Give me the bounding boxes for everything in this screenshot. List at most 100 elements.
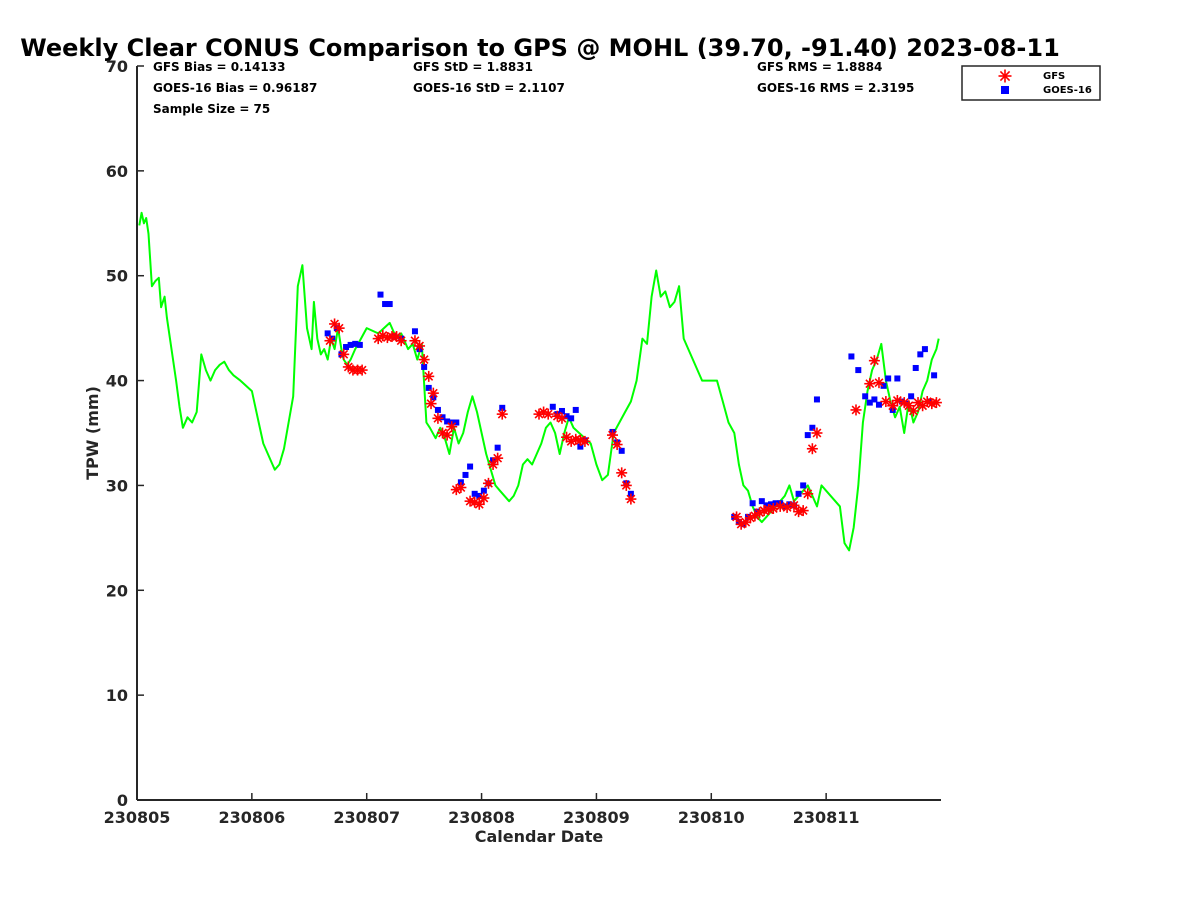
gfs-point xyxy=(478,492,490,504)
goes-point xyxy=(467,463,474,470)
y-tick-label: 0 xyxy=(117,791,128,810)
y-tick-label: 30 xyxy=(106,476,128,495)
gfs-point xyxy=(455,482,467,494)
goes-point xyxy=(444,418,451,425)
gfs-point xyxy=(487,458,499,470)
gfs-point xyxy=(432,412,444,424)
stats-annotations: GFS Bias = 0.14133 GOES-16 Bias = 0.9618… xyxy=(153,60,914,116)
goes-point xyxy=(931,372,938,379)
gfs-point xyxy=(324,335,336,347)
goes-point xyxy=(572,406,579,413)
goes-point xyxy=(855,367,862,374)
goes-point xyxy=(480,487,487,494)
goes-point xyxy=(871,396,878,403)
goes-point xyxy=(749,500,756,507)
goes-point xyxy=(382,301,389,308)
gfs-point xyxy=(731,511,743,523)
goes-point xyxy=(804,432,811,439)
gfs-point xyxy=(802,488,814,500)
x-tick-label: 230810 xyxy=(678,808,745,827)
y-tick-label: 40 xyxy=(106,372,128,391)
gfs-point xyxy=(620,479,632,491)
sample-size-label: Sample Size = 75 xyxy=(153,102,270,116)
legend-goes-label: GOES-16 xyxy=(1043,85,1092,96)
gfs-point xyxy=(333,322,345,334)
goes-rms-label: GOES-16 RMS = 2.3195 xyxy=(757,81,914,95)
goes-point xyxy=(921,346,928,353)
goes-point xyxy=(347,341,354,348)
gfs-std-label: GFS StD = 1.8831 xyxy=(413,60,533,74)
goes-point xyxy=(476,492,483,499)
gfs-point xyxy=(542,408,554,420)
goes-point xyxy=(800,482,807,489)
goes-point xyxy=(425,384,432,391)
axes: 0 10 20 30 40 50 60 70 230805 230806 230807 230808 2… xyxy=(104,57,941,827)
gfs-point xyxy=(441,429,453,441)
y-tick-label: 20 xyxy=(106,581,128,600)
goes-point xyxy=(848,353,855,360)
gfs-point xyxy=(907,405,919,417)
goes-point xyxy=(813,396,820,403)
goes-point xyxy=(894,375,901,382)
goes-point xyxy=(411,328,418,335)
legend-goes-marker xyxy=(1001,86,1009,94)
plot-area xyxy=(138,211,942,552)
goes-point xyxy=(917,351,924,358)
gfs-point xyxy=(338,348,350,360)
gfs-point xyxy=(356,364,368,376)
goes-point xyxy=(618,447,625,454)
x-tick-label: 230807 xyxy=(333,808,400,827)
gfs-point xyxy=(607,429,619,441)
chart-title: Weekly Clear CONUS Comparison to GPS @ M… xyxy=(20,34,1060,62)
x-tick-label: 230805 xyxy=(104,808,171,827)
goes-point xyxy=(763,502,770,509)
gfs-point xyxy=(797,505,809,517)
legend-box xyxy=(961,65,1101,101)
goes-point xyxy=(758,498,765,505)
gfs-point xyxy=(903,400,915,412)
gfs-point xyxy=(811,427,823,439)
y-tick-label: 70 xyxy=(106,57,128,76)
goes-point xyxy=(745,513,752,520)
goes-point xyxy=(754,508,761,515)
x-axis-label: Calendar Date xyxy=(475,827,604,846)
goes-point xyxy=(471,490,478,497)
goes-point xyxy=(880,382,887,389)
gfs-point xyxy=(579,435,591,447)
goes-std-label: GOES-16 StD = 2.1107 xyxy=(413,81,565,95)
gfs-point xyxy=(774,500,786,512)
goes-point xyxy=(866,399,873,406)
gfs-point xyxy=(473,498,485,510)
goes-point xyxy=(439,414,446,421)
goes-point xyxy=(434,406,441,413)
gfs-point xyxy=(616,467,628,479)
gfs-point xyxy=(873,377,885,389)
gfs-point xyxy=(427,387,439,399)
goes-point xyxy=(421,363,428,370)
goes-point xyxy=(862,393,869,400)
gfs-point xyxy=(864,378,876,390)
gfs-point xyxy=(418,354,430,366)
goes-point xyxy=(352,340,359,347)
goes-point xyxy=(386,301,393,308)
gfs-point xyxy=(437,427,449,439)
gfs-point xyxy=(921,396,933,408)
goes-point xyxy=(772,500,779,507)
goes-point xyxy=(875,401,882,408)
goes-point xyxy=(499,404,506,411)
goes-point xyxy=(577,443,584,450)
goes-point xyxy=(494,444,501,451)
gfs-point xyxy=(850,404,862,416)
gfs-point xyxy=(740,516,752,528)
goes-point xyxy=(558,407,565,414)
gfs-rms-label: GFS RMS = 1.8884 xyxy=(757,60,882,74)
gfs-point xyxy=(423,370,435,382)
goes-point xyxy=(795,490,802,497)
gfs-point xyxy=(482,477,494,489)
y-tick-label: 50 xyxy=(106,267,128,286)
legend-gfs-label: GFS xyxy=(1043,71,1065,82)
goes-point xyxy=(912,364,919,371)
gfs-point xyxy=(556,412,568,424)
